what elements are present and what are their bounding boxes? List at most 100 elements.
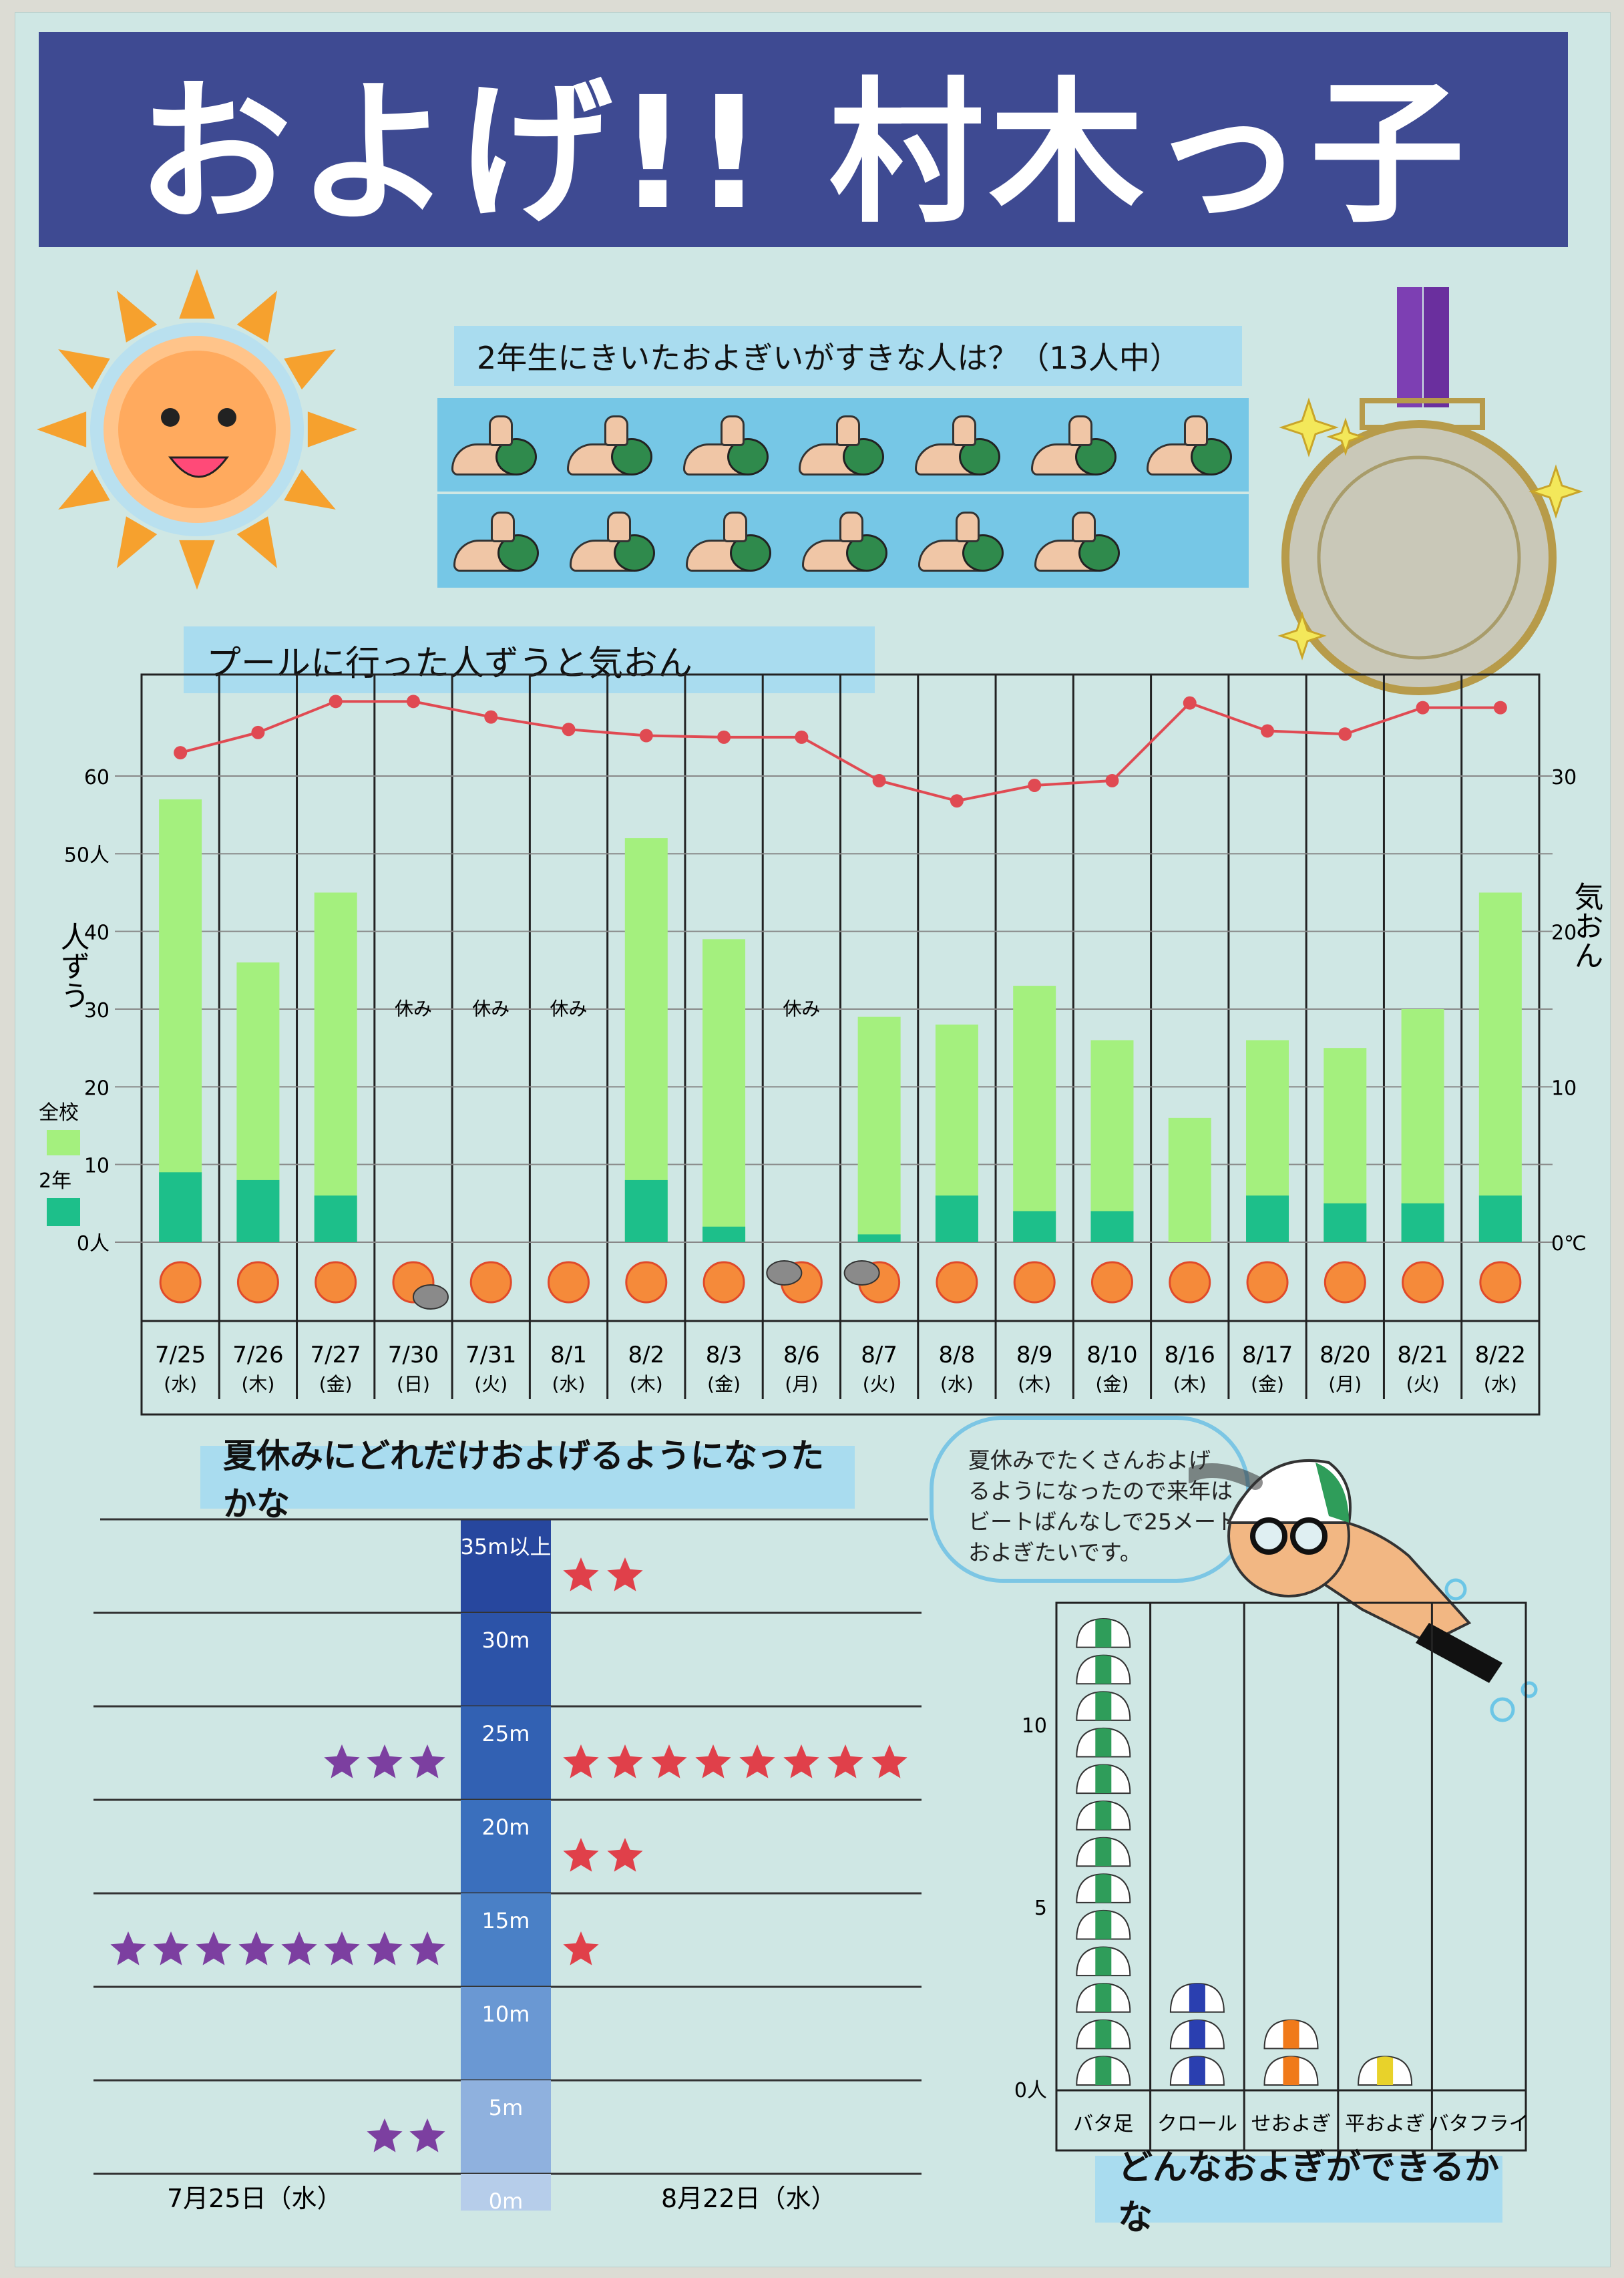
day-label: (水) xyxy=(1484,1373,1517,1395)
bar-all-students xyxy=(702,939,746,1242)
day-label: (木) xyxy=(1018,1373,1051,1395)
swim-cap-stripe xyxy=(1189,2020,1205,2049)
y-axis-label: 人ずう xyxy=(55,922,89,1010)
day-label: (日) xyxy=(397,1373,430,1395)
bar-second-grade xyxy=(1090,1211,1134,1242)
skill-label: バタ足 xyxy=(1073,2112,1133,2136)
star-icon xyxy=(367,2118,403,2152)
medal-disc xyxy=(1281,420,1557,695)
star-icon xyxy=(871,1744,907,1778)
day-label: (水) xyxy=(552,1373,586,1395)
legend-swatch-all xyxy=(47,1130,80,1155)
date-label: 8/1 xyxy=(550,1342,587,1368)
y-tick-label: 0人 xyxy=(1014,2079,1047,2102)
star-icon xyxy=(563,1931,599,1965)
day-label: (水) xyxy=(164,1373,197,1395)
date-label: 8/20 xyxy=(1320,1342,1370,1368)
star-icon xyxy=(153,1931,189,1965)
swim-cap-stripe xyxy=(1095,1837,1112,1867)
temperature-point xyxy=(251,725,265,739)
day-label: (金) xyxy=(319,1373,353,1395)
sun-ray xyxy=(284,469,336,510)
swimmer-icon-hand xyxy=(604,415,629,446)
star-icon xyxy=(607,1838,643,1872)
swimmer-icon-hand xyxy=(488,415,513,446)
bar-second-grade xyxy=(1246,1195,1289,1242)
distance-label: 15m xyxy=(482,1908,530,1933)
bar-second-grade xyxy=(702,1226,746,1242)
temperature-line xyxy=(180,700,1500,803)
swimmer-icon-hand xyxy=(1184,415,1209,446)
sun-ray xyxy=(236,516,277,568)
y-tick-label: 10 xyxy=(84,1155,110,1178)
swimmer-icon xyxy=(1028,411,1122,478)
date-label: 8/8 xyxy=(939,1342,976,1368)
swimmer-icon xyxy=(796,411,889,478)
day-label: (金) xyxy=(1096,1373,1129,1395)
temperature-point xyxy=(872,773,886,787)
date-label: 8/3 xyxy=(706,1342,743,1368)
after-date-label: 8月22日（水） xyxy=(661,2184,837,2213)
sun-weather-icon xyxy=(936,1261,978,1304)
swimmer-icon-hand xyxy=(1072,512,1096,542)
date-label: 7/30 xyxy=(388,1342,439,1368)
swimmer-icon-hand xyxy=(1068,415,1092,446)
y-tick-label: 40 xyxy=(84,922,110,945)
sun-weather-icon xyxy=(1479,1261,1522,1304)
bar-all-students xyxy=(1090,1040,1134,1242)
day-label: (月) xyxy=(1328,1373,1362,1395)
distance-chart: 35m以上 30m 25m 20m 15m 10m 5m 0m 7月25日（水） 8月22日（水） xyxy=(93,1518,928,2214)
swim-cap-stripe xyxy=(1095,2020,1112,2049)
date-label: 7/31 xyxy=(465,1342,516,1368)
sparkle-icon xyxy=(1277,611,1327,660)
speech-line: ビートばんなしで25メートル xyxy=(968,1509,1261,1535)
sun-weather-icon xyxy=(469,1261,512,1304)
date-label: 7/25 xyxy=(155,1342,206,1368)
y-tick-label: 30 xyxy=(84,999,110,1022)
swimmer-icon xyxy=(680,411,774,478)
sun-ray xyxy=(236,291,277,343)
swimmer-icon-head xyxy=(843,438,885,476)
swim-cap-stripe xyxy=(1095,1947,1112,1976)
bar-second-grade xyxy=(1324,1203,1367,1242)
distance-band xyxy=(461,1519,551,1613)
swimmer-icon-hand xyxy=(952,415,977,446)
temperature-point xyxy=(1493,701,1507,715)
sun-ray xyxy=(58,349,110,390)
distance-band xyxy=(461,2174,551,2211)
day-label: (金) xyxy=(1251,1373,1284,1395)
closed-label: 休み xyxy=(395,998,432,1020)
swimmer-icon xyxy=(683,508,777,574)
sun-weather-icon xyxy=(1402,1261,1444,1304)
star-icon xyxy=(651,1744,687,1778)
bar-all-students xyxy=(159,799,202,1242)
swimmer-icon-head xyxy=(1074,438,1116,476)
swim-cap-stripe xyxy=(1095,1801,1112,1830)
day-label: (火) xyxy=(474,1373,508,1395)
star-icon xyxy=(563,1557,599,1591)
y2-tick-label: 30 xyxy=(1551,766,1577,789)
sun-rays xyxy=(37,269,357,590)
sparkle-icon xyxy=(1529,464,1583,519)
distance-label: 5m xyxy=(489,2095,524,2120)
distance-band xyxy=(461,1800,551,1893)
star-icon xyxy=(607,1744,643,1778)
swimmer-icon xyxy=(916,508,1009,574)
bar-second-grade xyxy=(314,1195,357,1242)
legend-label: 全校 xyxy=(39,1101,79,1125)
swim-cap-stripe xyxy=(1095,1728,1112,1757)
star-icon xyxy=(367,1744,403,1778)
swimmer-trunks xyxy=(1416,1623,1502,1683)
chart-frame xyxy=(1055,1601,1527,2152)
swimmer-icon xyxy=(912,411,1006,478)
sun-weather-icon xyxy=(548,1261,590,1304)
bar-second-grade xyxy=(1013,1211,1056,1242)
swimmer-icon xyxy=(567,508,660,574)
temperature-point xyxy=(329,695,343,709)
swim-cap-stripe xyxy=(1377,2056,1394,2085)
sun-ray xyxy=(37,411,87,447)
temperature-point xyxy=(639,729,653,743)
distance-band xyxy=(461,1706,551,1800)
speech-line: 夏休みでたくさんおよげ xyxy=(968,1447,1211,1473)
